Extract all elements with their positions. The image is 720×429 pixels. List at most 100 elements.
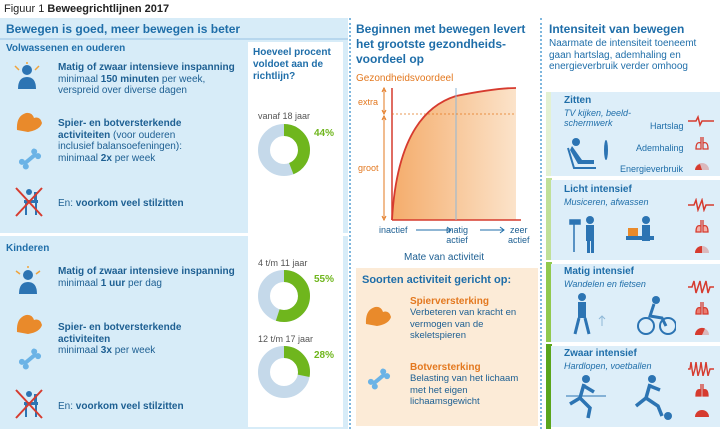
bot-title: Botversterking: [410, 362, 481, 373]
heartrate-icon: [688, 197, 714, 217]
adults-strength-amount: 2x: [100, 152, 112, 164]
matig-title: Matig intensief: [564, 266, 635, 277]
energy-icon: [694, 322, 710, 341]
walking-cycling-icon: [566, 292, 677, 341]
intensity-bar-3: [546, 262, 552, 342]
ring-label-12-17: 12 t/m 17 jaar: [258, 334, 314, 344]
bot-block: Botversterking Belasting van het lichaam…: [410, 362, 534, 408]
row-zwaar: [551, 346, 720, 429]
adults-intensive-title: Matig of zwaar intensieve inspanning: [58, 62, 235, 73]
adults-strength-title2: activiteiten: [58, 129, 111, 141]
ring-label-adults: vanaf 18 jaar: [258, 111, 311, 121]
section-divider: [0, 233, 348, 236]
children-strength-amount: 3x: [100, 345, 112, 356]
person-icon: [12, 62, 42, 97]
intensity-subtitle: Naarmate de intensiteit toeneemt gaan ha…: [549, 38, 697, 72]
donut-4-11: [256, 268, 312, 329]
children-label: Kinderen: [6, 243, 50, 254]
zwaar-title: Zwaar intensief: [564, 348, 637, 359]
y-groot-label: groot: [358, 163, 379, 173]
lungs-icon: [694, 135, 710, 156]
y-extra-label: extra: [358, 97, 379, 107]
intensity-bar-4: [546, 344, 552, 429]
adults-strength-text: Spier- en botversterkende activiteiten (…: [58, 118, 248, 164]
intensity-bar-1: [546, 92, 552, 176]
sitting-person-icon: [566, 134, 612, 177]
muscle-icon: [362, 302, 394, 335]
figure-title: Figuur 1 Beweegrichtlijnen 2017: [4, 3, 169, 15]
heartrate-icon: [688, 280, 714, 299]
activity-types-box: [356, 268, 538, 426]
children-strength-title: Spier- en botversterkende: [58, 322, 182, 333]
benefit-curve-chart: [356, 84, 536, 261]
children-intensive-suffix: per dag: [125, 277, 162, 289]
lungs-icon: [694, 382, 710, 403]
spier-block: Spierversterking Verbeteren van kracht e…: [410, 296, 534, 342]
children-intensive-amount: 1 uur: [100, 277, 126, 289]
label-hartslag: Hartslag: [650, 121, 684, 131]
children-intensive-prefix: minimaal: [58, 277, 101, 289]
adults-strength-suffix: per week: [111, 152, 156, 164]
ring-label-4-11: 4 t/m 11 jaar: [258, 258, 308, 268]
spier-text: Verbeteren van kracht en vermogen van de…: [410, 307, 517, 341]
zitten-title: Zitten: [564, 95, 592, 106]
ring-value-adults: 44%: [314, 128, 335, 139]
spier-title: Spierversterking: [410, 296, 489, 307]
muscle-icon: [14, 108, 44, 141]
bone-icon: [17, 146, 43, 177]
children-sit-prefix: En:: [58, 401, 76, 412]
matig-sub: Wandelen en fietsen: [564, 279, 646, 289]
bot-text: Belasting van het lichaam met het eigen …: [410, 373, 519, 407]
ring-value-12-17: 28%: [314, 350, 335, 361]
adults-strength-title: Spier- en botversterkende: [58, 118, 182, 129]
benefit-xlabel: Mate van activiteit: [404, 252, 485, 263]
children-strength-text: Spier- en botversterkende activiteiten m…: [58, 322, 248, 357]
x-zeer-label: zeer actief: [508, 225, 530, 245]
x-matig-label: matig actief: [446, 225, 469, 245]
children-sit-bold: voorkom veel stilzitten: [75, 401, 184, 412]
heartrate-icon: [688, 361, 714, 381]
adults-intensive-spread: verspreid over diverse dagen: [58, 85, 187, 96]
benefit-ylabel: Gezondheidsvoordeel: [356, 73, 454, 84]
intensity-title: Intensiteit van bewegen: [549, 22, 685, 36]
label-energieverbruik: Energieverbruik: [620, 164, 684, 174]
adults-strength-note1: (voor ouderen: [110, 129, 176, 141]
divider: [0, 38, 348, 40]
no-sitting-icon: [14, 388, 44, 425]
no-sitting-icon: [14, 186, 44, 223]
zwaar-sub: Hardlopen, voetballen: [564, 361, 652, 371]
child-icon: [14, 266, 42, 301]
adults-sit-text: En: voorkom veel stilzitten: [58, 198, 184, 210]
adults-intensive-prefix: minimaal: [58, 73, 101, 85]
column-divider: [349, 18, 351, 429]
bone-icon: [17, 346, 43, 377]
energy-icon: [694, 240, 710, 259]
figure-name: Beweegrichtlijnen 2017: [47, 3, 170, 15]
figure-prefix: Figuur 1: [4, 3, 45, 15]
benefit-title: Beginnen met bewegen levert het grootste…: [356, 22, 526, 66]
energy-icon: [694, 157, 710, 176]
adults-strength-prefix: minimaal: [58, 152, 101, 164]
adults-sit-bold: voorkom veel stilzitten: [75, 198, 184, 209]
children-strength-suffix: per week: [111, 345, 156, 356]
heartrate-icon: [688, 114, 714, 133]
zitten-sub: TV kijken, beeld-schermwerk: [564, 108, 632, 128]
running-football-icon: [566, 374, 678, 427]
adults-intensive-text: Matig of zwaar intensieve inspanning min…: [58, 62, 248, 97]
children-sit-text: En: voorkom veel stilzitten: [58, 401, 184, 413]
adults-sit-prefix: En:: [58, 198, 76, 209]
column-divider: [540, 18, 542, 429]
muscle-icon: [14, 310, 44, 343]
children-intensive-title: Matig of zwaar intensieve inspanning: [58, 266, 235, 277]
donut-12-17: [256, 344, 312, 405]
children-intensive-text: Matig of zwaar intensieve inspanning min…: [58, 266, 248, 289]
adults-strength-note2: inclusief balansoefeningen):: [58, 141, 182, 152]
adults-intensive-amount: 150 minuten: [100, 73, 160, 85]
musician-icon: [566, 214, 666, 259]
energy-icon: [694, 404, 710, 423]
adults-intensive-suffix: per week,: [159, 73, 206, 85]
intensity-bar-2: [546, 178, 552, 260]
activity-types-title: Soorten activiteit gericht op:: [362, 274, 512, 286]
licht-title: Licht intensief: [564, 184, 632, 195]
ring-value-4-11: 55%: [314, 274, 335, 285]
